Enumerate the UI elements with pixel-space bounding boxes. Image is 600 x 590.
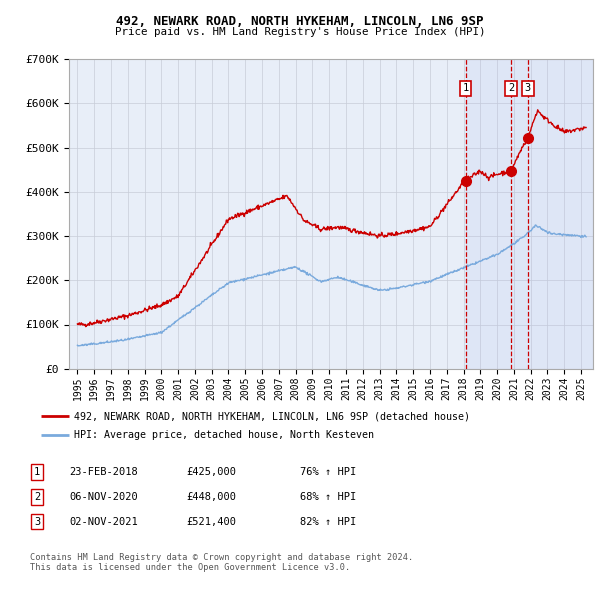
Text: £448,000: £448,000 xyxy=(186,492,236,502)
Text: 76% ↑ HPI: 76% ↑ HPI xyxy=(300,467,356,477)
Text: 68% ↑ HPI: 68% ↑ HPI xyxy=(300,492,356,502)
Text: 492, NEWARK ROAD, NORTH HYKEHAM, LINCOLN, LN6 9SP: 492, NEWARK ROAD, NORTH HYKEHAM, LINCOLN… xyxy=(116,15,484,28)
Text: 02-NOV-2021: 02-NOV-2021 xyxy=(69,517,138,526)
Text: 06-NOV-2020: 06-NOV-2020 xyxy=(69,492,138,502)
Text: Contains HM Land Registry data © Crown copyright and database right 2024.: Contains HM Land Registry data © Crown c… xyxy=(30,553,413,562)
Text: £521,400: £521,400 xyxy=(186,517,236,526)
Text: 3: 3 xyxy=(525,83,531,93)
Text: 23-FEB-2018: 23-FEB-2018 xyxy=(69,467,138,477)
Text: 82% ↑ HPI: 82% ↑ HPI xyxy=(300,517,356,526)
Text: 1: 1 xyxy=(34,467,40,477)
Text: 1: 1 xyxy=(463,83,469,93)
Text: Price paid vs. HM Land Registry's House Price Index (HPI): Price paid vs. HM Land Registry's House … xyxy=(115,27,485,37)
Bar xyxy=(466,59,593,369)
Text: 3: 3 xyxy=(34,517,40,526)
Text: This data is licensed under the Open Government Licence v3.0.: This data is licensed under the Open Gov… xyxy=(30,563,350,572)
Text: 2: 2 xyxy=(34,492,40,502)
Text: HPI: Average price, detached house, North Kesteven: HPI: Average price, detached house, Nort… xyxy=(74,430,374,440)
Text: £425,000: £425,000 xyxy=(186,467,236,477)
Text: 492, NEWARK ROAD, NORTH HYKEHAM, LINCOLN, LN6 9SP (detached house): 492, NEWARK ROAD, NORTH HYKEHAM, LINCOLN… xyxy=(74,411,470,421)
Text: 2: 2 xyxy=(508,83,514,93)
